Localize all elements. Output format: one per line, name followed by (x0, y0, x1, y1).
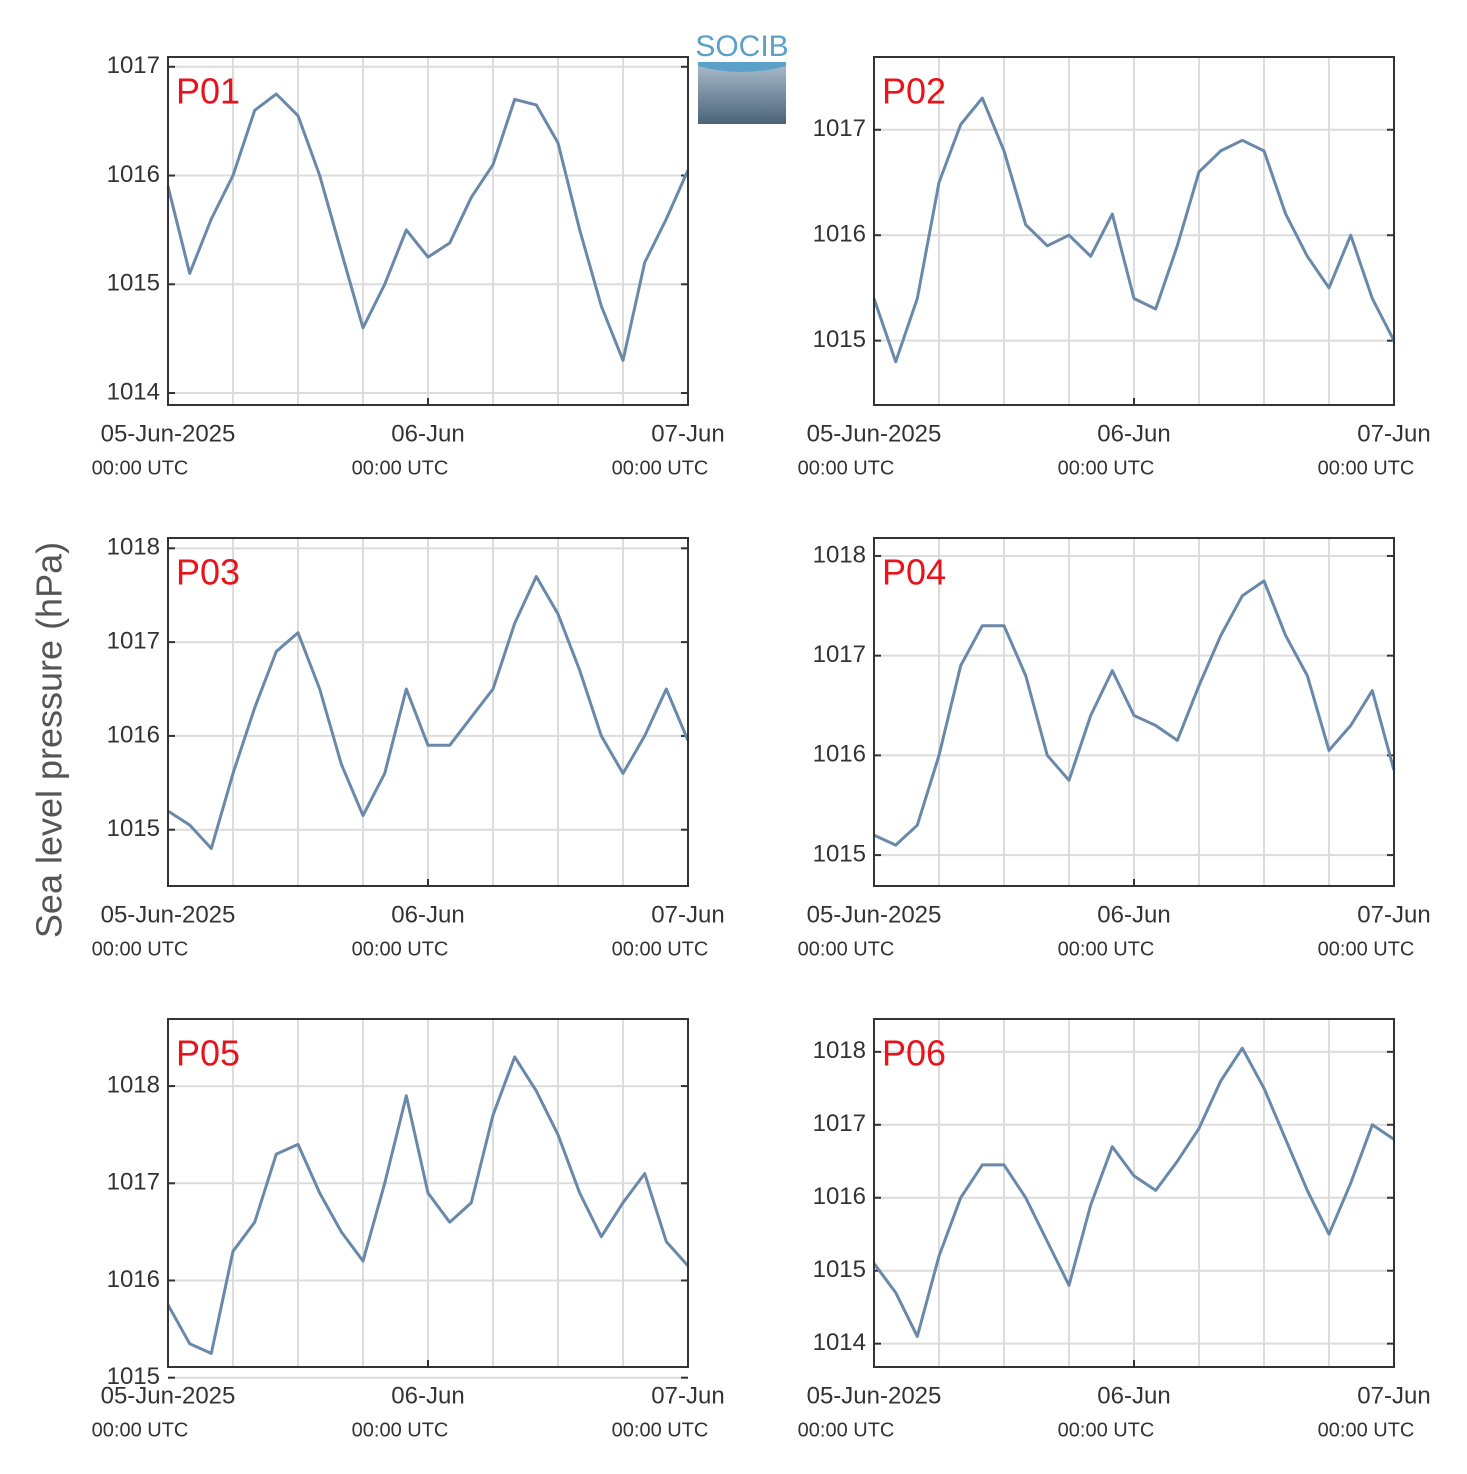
x-tick-sublabel: 00:00 UTC (1058, 1419, 1155, 1441)
plot-frame (873, 537, 1395, 887)
plot-frame (873, 56, 1395, 406)
x-tick-sublabel: 00:00 UTC (1058, 457, 1155, 479)
y-tick-label: 1017 (107, 627, 160, 654)
logo-wave (698, 62, 786, 72)
data-line (872, 96, 1396, 364)
y-tick-label: 1015 (813, 840, 866, 867)
y-tick-label: 1015 (107, 270, 160, 297)
panel-title: P04 (882, 552, 946, 593)
data-line (166, 92, 690, 362)
x-tick-label: 05-Jun-2025 (807, 1382, 942, 1409)
panel-title: P06 (882, 1033, 946, 1074)
panel-title: P02 (882, 71, 946, 112)
y-tick-label: 1016 (813, 221, 866, 248)
y-tick-label: 1017 (813, 115, 866, 142)
y-tick-label: 1016 (107, 161, 160, 188)
x-tick-label: 07-Jun (651, 420, 724, 447)
y-tick-label: 1014 (107, 378, 160, 405)
x-tick-label: 05-Jun-2025 (807, 420, 942, 447)
x-tick-sublabel: 00:00 UTC (1058, 938, 1155, 960)
data-line (872, 1046, 1395, 1338)
data-line (873, 579, 1396, 847)
x-tick-sublabel: 00:00 UTC (612, 457, 709, 479)
plot-frame (167, 537, 689, 887)
x-tick-sublabel: 00:00 UTC (92, 457, 189, 479)
x-tick-label: 05-Jun-2025 (807, 901, 942, 928)
y-tick-label: 1017 (107, 52, 160, 79)
x-tick-label: 07-Jun (651, 901, 724, 928)
y-tick-label: 1017 (813, 641, 866, 668)
x-tick-label: 07-Jun (651, 1382, 724, 1409)
y-tick-label: 1018 (107, 534, 160, 561)
plot-frame (167, 56, 689, 406)
x-tick-label: 06-Jun (391, 901, 464, 928)
data-line (167, 575, 690, 850)
panel-title: P01 (176, 71, 240, 112)
x-tick-sublabel: 00:00 UTC (352, 938, 449, 960)
x-tick-label: 07-Jun (1357, 1382, 1430, 1409)
panel-title: P05 (176, 1033, 240, 1074)
x-tick-label: 06-Jun (391, 1382, 464, 1409)
x-tick-sublabel: 00:00 UTC (352, 457, 449, 479)
y-tick-label: 1014 (813, 1329, 866, 1356)
x-tick-label: 06-Jun (1097, 420, 1170, 447)
x-tick-sublabel: 00:00 UTC (612, 1419, 709, 1441)
logo-text: SOCIB (695, 30, 788, 63)
y-tick-label: 1015 (813, 326, 866, 353)
x-tick-sublabel: 00:00 UTC (92, 938, 189, 960)
x-tick-label: 06-Jun (1097, 1382, 1170, 1409)
plot-frame (167, 1018, 689, 1368)
y-tick-label: 1015 (107, 815, 160, 842)
data-line (166, 1055, 690, 1355)
x-tick-sublabel: 00:00 UTC (798, 1419, 895, 1441)
x-tick-sublabel: 00:00 UTC (612, 938, 709, 960)
y-tick-label: 1018 (813, 541, 866, 568)
panel-title: P03 (176, 552, 240, 593)
y-tick-label: 1015 (107, 1363, 160, 1390)
y-tick-label: 1017 (813, 1110, 866, 1137)
y-axis-label: Sea level pressure (hPa) (29, 542, 70, 938)
x-tick-sublabel: 00:00 UTC (1318, 1419, 1415, 1441)
x-tick-label: 05-Jun-2025 (101, 901, 236, 928)
y-tick-label: 1016 (813, 1183, 866, 1210)
y-tick-label: 1018 (107, 1071, 160, 1098)
x-tick-label: 07-Jun (1357, 420, 1430, 447)
x-tick-sublabel: 00:00 UTC (352, 1419, 449, 1441)
x-tick-sublabel: 00:00 UTC (798, 457, 895, 479)
x-tick-sublabel: 00:00 UTC (798, 938, 895, 960)
y-tick-label: 1017 (107, 1169, 160, 1196)
x-tick-sublabel: 00:00 UTC (92, 1419, 189, 1441)
plot-frame (873, 1018, 1395, 1368)
y-tick-label: 1016 (813, 741, 866, 768)
x-tick-label: 06-Jun (1097, 901, 1170, 928)
y-tick-label: 1016 (107, 1266, 160, 1293)
x-tick-sublabel: 00:00 UTC (1318, 457, 1415, 479)
y-tick-label: 1015 (813, 1256, 866, 1283)
x-tick-sublabel: 00:00 UTC (1318, 938, 1415, 960)
y-tick-label: 1018 (813, 1037, 866, 1064)
x-tick-label: 05-Jun-2025 (101, 420, 236, 447)
x-tick-label: 07-Jun (1357, 901, 1430, 928)
x-tick-label: 06-Jun (391, 420, 464, 447)
x-tick-label: 05-Jun-2025 (101, 1382, 236, 1409)
y-tick-label: 1016 (107, 721, 160, 748)
logo: SOCIB (695, 30, 789, 124)
logo-shape (698, 66, 786, 124)
